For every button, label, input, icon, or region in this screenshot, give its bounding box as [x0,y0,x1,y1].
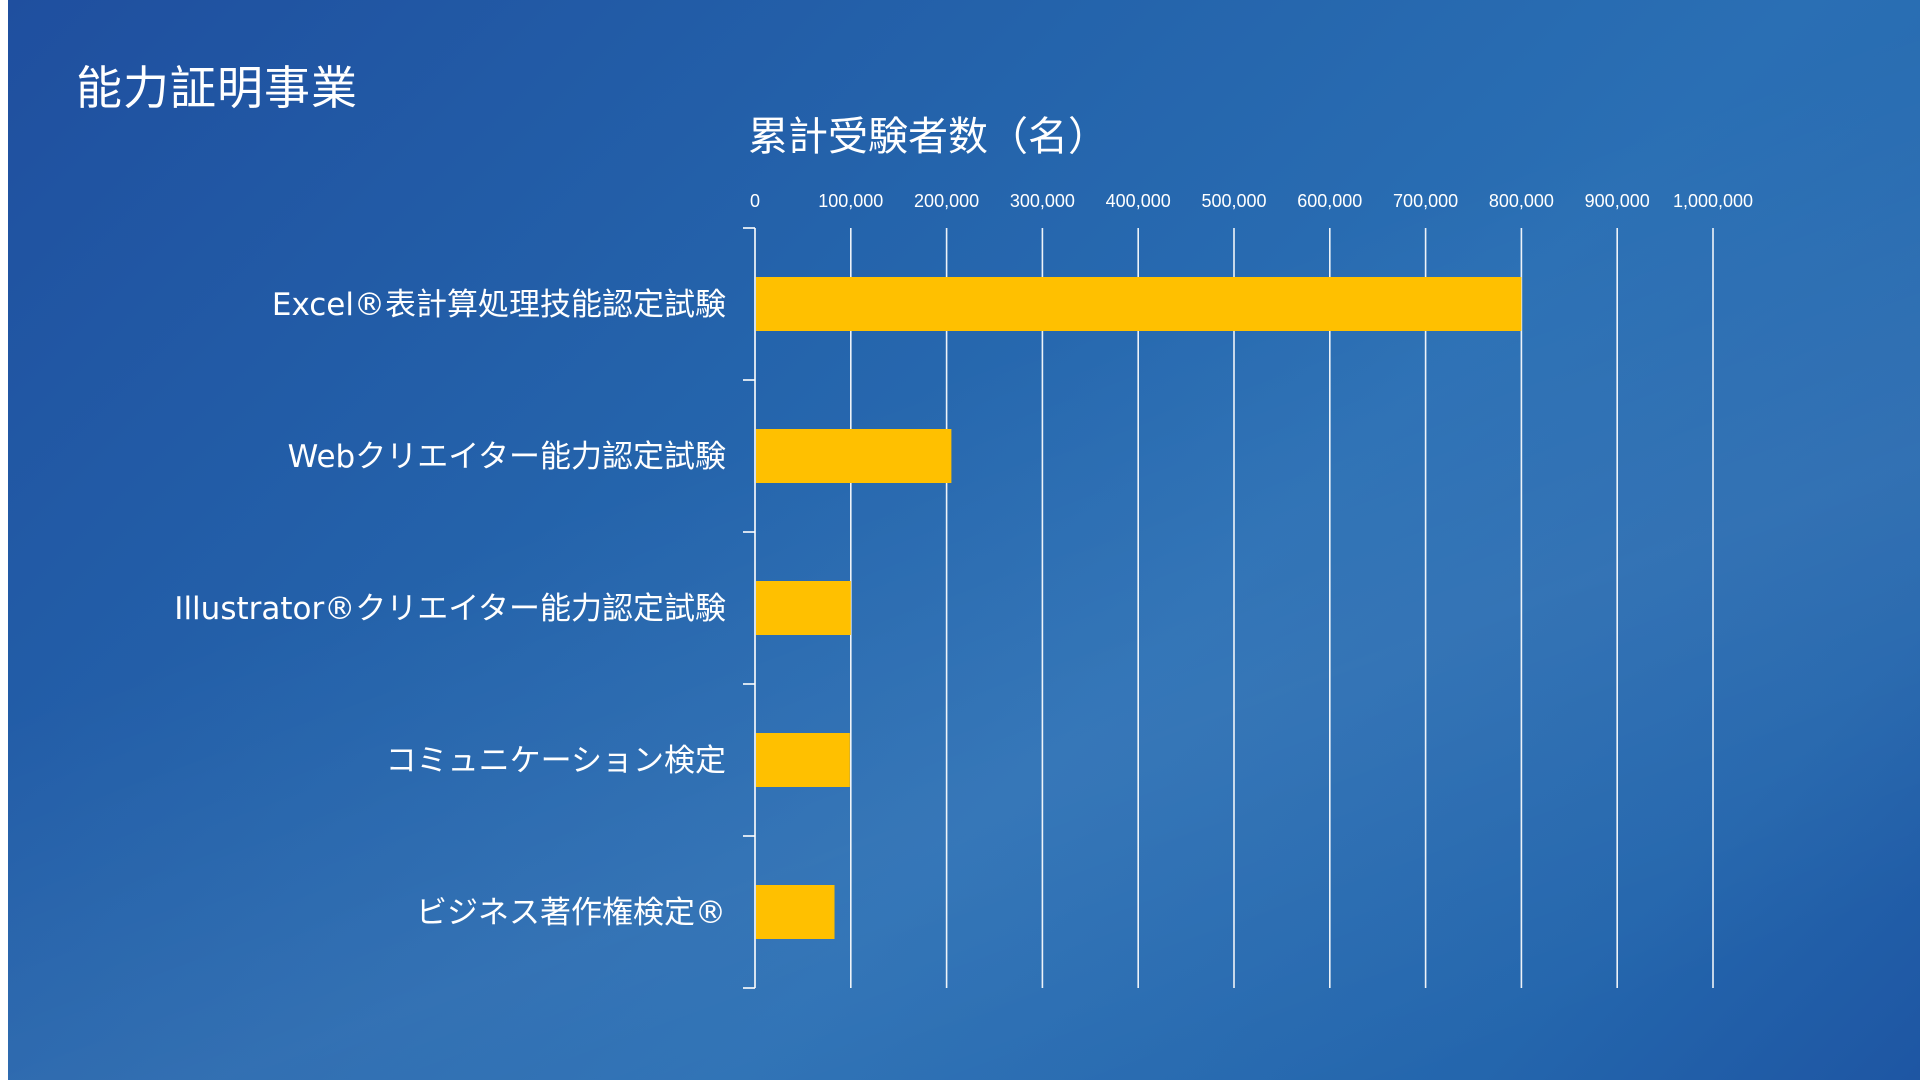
category-label: Webクリエイター能力認定試験 [288,439,726,475]
gridlines [849,228,1714,988]
x-tick-label: 600,000 [1297,191,1362,211]
x-tick-label: 200,000 [914,191,979,211]
category-label: Illustrator®クリエイター能力認定試験 [174,591,726,627]
bar [756,277,1522,331]
category-label: Excel®表計算処理技能認定試験 [272,287,726,323]
x-tick-label: 400,000 [1106,191,1171,211]
bar [756,733,850,787]
x-tick-label: 500,000 [1201,191,1266,211]
category-labels: Excel®表計算処理技能認定試験 Webクリエイター能力認定試験 Illustra… [174,287,726,931]
bar [756,885,835,939]
x-tick-label: 100,000 [818,191,883,211]
x-tick-label: 1,000,000 [1673,191,1753,211]
x-tick-label: 0 [750,191,760,211]
category-label: ビジネス著作権検定® [416,895,726,931]
bar [756,581,851,635]
x-tick-label: 800,000 [1489,191,1554,211]
bar-chart: 累計受験者数（名） 0 100,000 200,000 300,000 400,000 5… [174,114,1753,989]
slide: 能力証明事業 累計受験者数（名） 0 100,000 200,000 300,000 4… [8,0,1920,1080]
page-title: 能力証明事業 [76,61,358,115]
chart-title: 累計受験者数（名） [748,114,1108,160]
x-tick-label: 300,000 [1010,191,1075,211]
x-tick-labels: 0 100,000 200,000 300,000 400,000 500,000 600,… [750,191,1753,211]
bars [756,277,1522,939]
bar [756,429,952,483]
x-tick-label: 700,000 [1393,191,1458,211]
category-label: コミュニケーション検定 [386,743,726,779]
x-tick-label: 900,000 [1585,191,1650,211]
y-axis [743,227,756,989]
